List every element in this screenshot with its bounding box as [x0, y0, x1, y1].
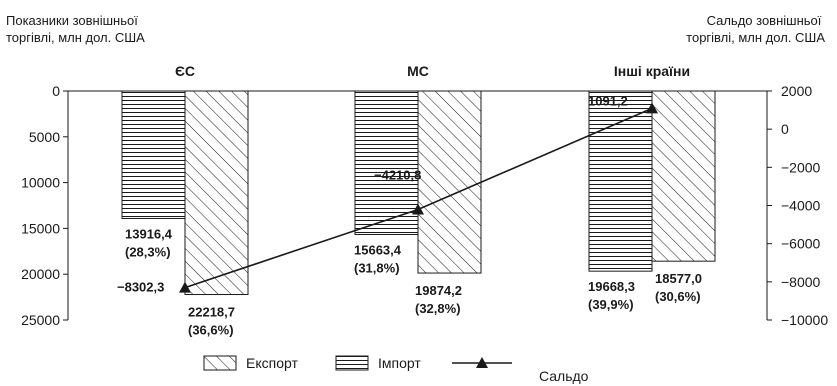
balance-point-marker	[179, 281, 191, 293]
left-axis-title-line-1: Показники зовнішньої	[6, 13, 138, 28]
import-share-label: (31,8%)	[354, 260, 400, 275]
right-tick-label: 0	[781, 121, 789, 137]
left-tick-label: 10000	[21, 175, 60, 191]
left-tick-label: 25000	[21, 312, 60, 328]
import-share-label: (28,3%)	[125, 244, 171, 259]
export-bar	[417, 90, 482, 274]
category-label: ЄС	[175, 63, 195, 79]
import-share-label: (39,9%)	[588, 297, 634, 312]
left-tick-label: 20000	[21, 266, 60, 282]
category-label: МС	[407, 63, 429, 79]
legend-export-swatch	[203, 355, 237, 371]
export-value-label: 22218,7	[188, 305, 235, 320]
balance-point-marker	[412, 203, 424, 215]
export-bar	[184, 90, 249, 296]
right-tick-label: −8000	[781, 274, 821, 290]
right-axis-title-line-2: торгівлі, млн дол. США	[686, 30, 825, 45]
balance-value-label: 1091,2	[588, 93, 628, 108]
right-tick-label: −6000	[781, 236, 821, 252]
export-share-label: (32,8%)	[415, 301, 461, 316]
import-bar	[121, 90, 186, 219]
right-axis-title: Сальдо зовнішньої торгівлі, млн дол. США	[686, 13, 825, 45]
right-axis-title-line-1: Сальдо зовнішньої	[707, 13, 822, 28]
balance-point-marker	[646, 102, 658, 114]
legend-balance-marker	[476, 357, 488, 368]
left-tick-label: 0	[52, 83, 60, 99]
right-tick-label: −2000	[781, 159, 821, 175]
export-share-label: (30,6%)	[655, 289, 701, 304]
legend-export-label: Експорт	[246, 355, 298, 371]
right-tick-label: −4000	[781, 198, 821, 214]
balance-line	[179, 102, 658, 293]
balance-value-label: −4210,8	[374, 168, 421, 183]
export-value-label: 19874,2	[415, 283, 462, 298]
import-value-label: 13916,4	[125, 226, 173, 241]
left-tick-label: 15000	[21, 220, 60, 236]
legend-balance-label: Сальдо	[539, 368, 589, 384]
category-label: Інші країни	[614, 63, 690, 79]
bars	[121, 90, 716, 296]
export-value-label: 18577,0	[655, 271, 702, 286]
import-bar	[354, 90, 419, 235]
balance-value-label: −8302,3	[117, 280, 164, 295]
left-axis-title: Показники зовнішньої торгівлі, млн дол. …	[6, 13, 145, 45]
left-axis-title-line-2: торгівлі, млн дол. США	[6, 30, 145, 45]
export-bar	[651, 90, 716, 262]
right-tick-label: −10000	[781, 312, 828, 328]
import-bar	[588, 90, 653, 272]
legend-import-swatch	[335, 355, 369, 371]
data-labels: 13916,4 (28,3%) 22218,7 (36,6%) 15663,4 (31,8…	[117, 93, 702, 337]
export-share-label: (36,6%)	[188, 323, 234, 338]
legend-import-label: Імпорт	[378, 355, 421, 371]
right-tick-label: 2000	[781, 83, 812, 99]
left-tick-label: 5000	[29, 129, 60, 145]
legend: Експорт Імпорт Сальдо	[203, 355, 589, 384]
import-value-label: 19668,3	[588, 279, 635, 294]
import-value-label: 15663,4	[354, 242, 402, 257]
